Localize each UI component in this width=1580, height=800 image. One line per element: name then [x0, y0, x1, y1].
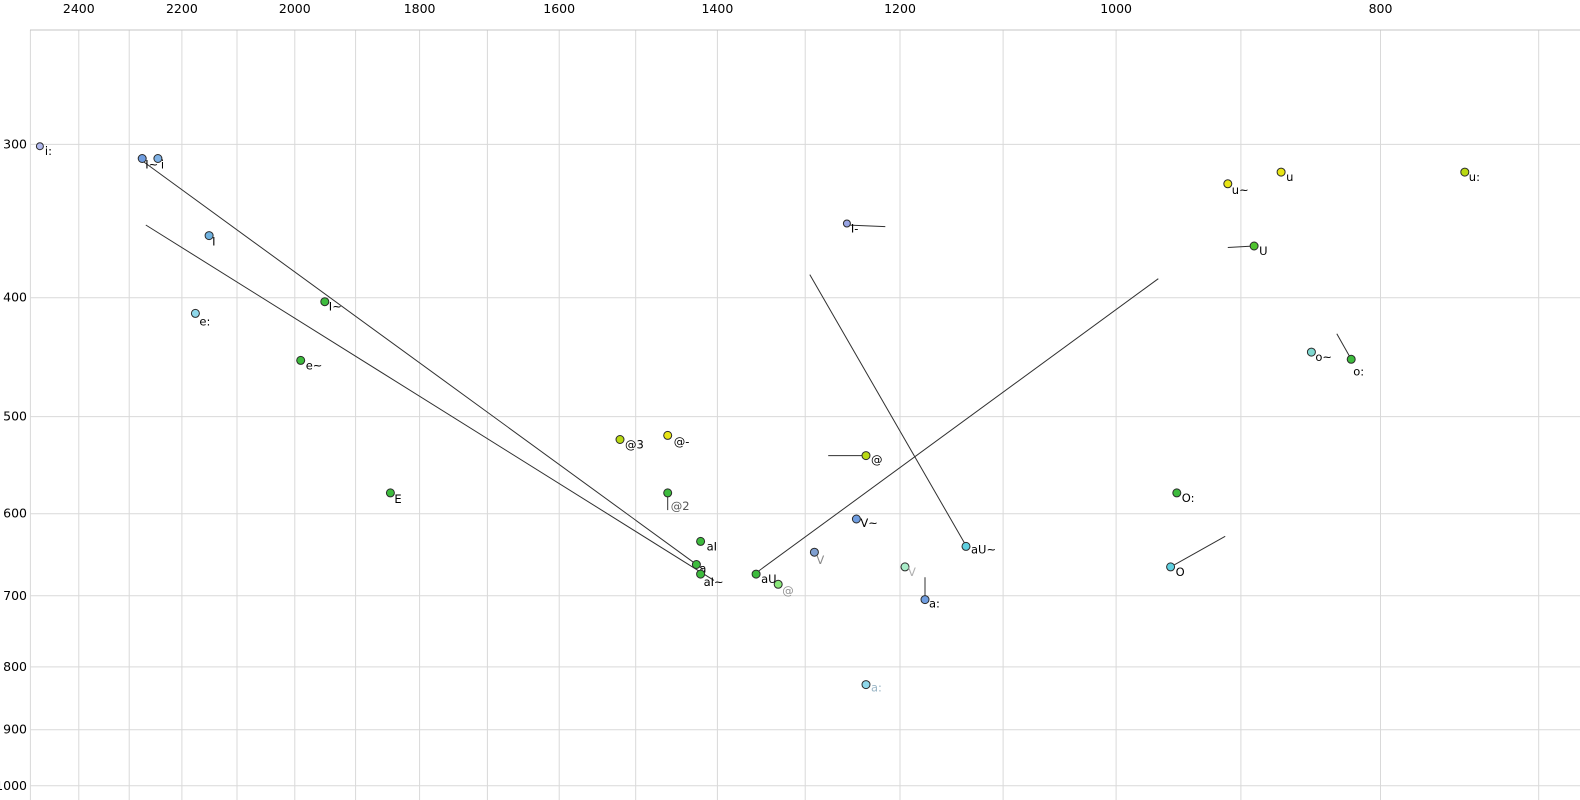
vowel-point [137, 154, 147, 163]
x-axis-tick-labels: 2400 2200 2000 1800 1600 1400 1200 1000 800 [63, 1, 1393, 16]
vowel-point-label: V [908, 565, 916, 579]
vowel-point [1166, 562, 1176, 572]
vowel-point [663, 430, 673, 440]
x-axis-tick-label: 1800 [404, 1, 436, 16]
x-axis-tick-label: 1000 [1100, 1, 1132, 16]
grid [29, 29, 1580, 800]
y-axis-tick-label: 600 [3, 506, 27, 521]
vowel-point [385, 488, 395, 498]
trajectory-line [754, 278, 1159, 575]
vowel-point-label: u~ [1232, 183, 1249, 197]
y-axis-tick-label: 700 [3, 588, 27, 603]
y-axis-tick-label: 300 [3, 136, 27, 151]
vowel-point [296, 355, 306, 365]
vowel-point [691, 560, 701, 569]
vowel-point-label: I [212, 235, 215, 249]
vowel-point [1249, 241, 1259, 251]
vowel-point-label: i [161, 158, 164, 172]
x-axis-tick-label: 2000 [279, 1, 311, 16]
vowel-point-label: I- [851, 222, 859, 236]
trajectory-lines [143, 161, 1352, 600]
y-axis-tick-label: 500 [3, 409, 27, 424]
trajectory-line [846, 224, 886, 228]
vowel-point [663, 488, 673, 498]
vowel-point [920, 595, 930, 605]
trajectory-line [1170, 535, 1226, 568]
vowel-point [751, 569, 761, 579]
vowel-point [861, 451, 871, 461]
vowel-point-label: u [1286, 170, 1293, 184]
y-axis-tick-labels: 300 400 500 600 700 800 900 1000 [0, 136, 27, 792]
vowel-point [900, 562, 910, 572]
vowel-point-label: aU~ [971, 542, 996, 556]
vowel-point-label: @- [674, 434, 690, 448]
vowel-point-label: @3 [625, 438, 644, 452]
vowel-point [809, 547, 819, 557]
vowel-point [842, 219, 851, 228]
vowel-point [1172, 488, 1182, 498]
vowel-point-label: O [1176, 565, 1185, 579]
vowel-point-label: @ [782, 583, 794, 597]
vowel-point-label: V~ [860, 516, 878, 530]
trajectory-line [809, 274, 967, 546]
vowel-point-label: @ [871, 453, 883, 467]
vowel-point [1460, 167, 1470, 177]
vowel-point [35, 142, 44, 151]
x-axis-tick-label: 1200 [884, 1, 916, 16]
vowel-point [696, 569, 706, 579]
vowel-point [615, 435, 625, 444]
vowel-point-label: I~ [329, 300, 342, 314]
y-axis-tick-label: 1000 [0, 778, 27, 793]
vowel-point [1223, 179, 1233, 189]
vowel-point-label: aU [761, 572, 776, 586]
vowel-point-label: u: [1469, 170, 1480, 184]
vowel-point [190, 308, 200, 318]
trajectory-line [143, 161, 704, 570]
vowel-point-label: V [816, 553, 824, 567]
vowel-point-label: E [394, 492, 401, 506]
vowel-point-label: i: [45, 144, 52, 158]
x-axis-tick-label: 2200 [166, 1, 198, 16]
vowel-point-label: O: [1182, 491, 1195, 505]
vowel-point-label: U [1259, 244, 1267, 258]
vowel-point [1306, 347, 1316, 357]
vowel-point [204, 231, 214, 241]
y-axis-tick-label: 900 [3, 722, 27, 737]
vowel-point [861, 680, 871, 690]
vowel-point-label: a: [929, 597, 940, 611]
vowel-point-label: aI~ [704, 575, 724, 589]
x-axis-tick-label: 2400 [63, 1, 95, 16]
vowel-point-label: e: [199, 314, 210, 328]
vowel-point-label: e~ [306, 358, 323, 372]
x-axis-tick-label: 800 [1369, 1, 1393, 16]
vowel-point [696, 536, 706, 546]
vowel-point [851, 514, 861, 524]
vowel-point [1346, 354, 1356, 364]
x-axis-tick-label: 1600 [543, 1, 575, 16]
vowel-point-label: @2 [671, 499, 690, 513]
vowel-point-label: a: [871, 681, 882, 695]
vowel-point-label: o~ [1315, 350, 1332, 364]
x-axis-tick-label: 1400 [701, 1, 733, 16]
y-axis-tick-label: 400 [3, 290, 27, 305]
vowel-point [961, 541, 971, 551]
vowel-point [773, 579, 783, 589]
trajectory-line [145, 224, 715, 581]
vowel-point [320, 297, 330, 307]
vowel-point [153, 154, 163, 163]
vowel-point-label: o: [1353, 364, 1364, 378]
vowel-point-label: aI [707, 539, 717, 553]
y-axis-tick-label: 800 [3, 659, 27, 674]
vowel-point [1276, 167, 1286, 177]
vowel-point-label: a [699, 562, 706, 576]
trajectory-line [1336, 333, 1352, 360]
